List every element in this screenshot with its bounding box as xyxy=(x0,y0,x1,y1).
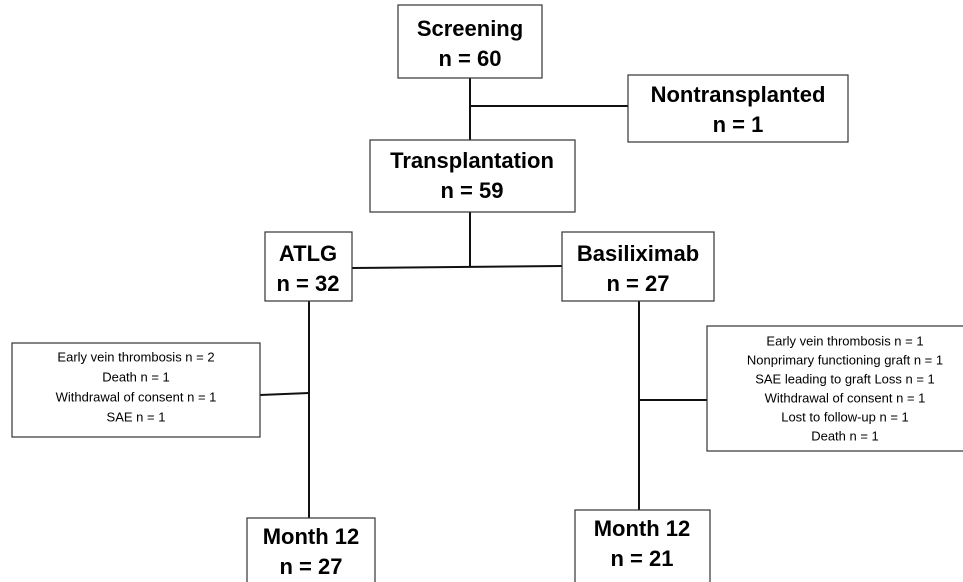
node-text: SAE n = 1 xyxy=(107,409,166,424)
connector xyxy=(351,265,563,269)
node-text: n = 60 xyxy=(439,46,502,71)
box xyxy=(11,342,261,438)
box xyxy=(369,139,576,213)
node-text: Screening xyxy=(417,16,523,41)
node-text: Month 12 xyxy=(594,516,691,541)
node-text: Early vein thrombosis n = 1 xyxy=(766,333,923,348)
node-text: Month 12 xyxy=(263,524,360,549)
node-text: Early vein thrombosis n = 2 xyxy=(57,349,214,364)
node-text: Nontransplanted xyxy=(651,82,826,107)
node-text: ATLG xyxy=(279,241,337,266)
node-text: Basiliximab xyxy=(577,241,699,266)
connectors xyxy=(259,78,707,518)
box xyxy=(264,231,353,302)
node-text: SAE leading to graft Loss n = 1 xyxy=(755,371,935,386)
node-text: n = 21 xyxy=(611,546,674,571)
box xyxy=(561,231,715,302)
node-text: Transplantation xyxy=(390,148,554,173)
box xyxy=(397,4,543,79)
node-text: n = 27 xyxy=(280,554,343,579)
node-text: n = 59 xyxy=(441,178,504,203)
node-text: Death n = 1 xyxy=(811,428,879,443)
box xyxy=(627,74,849,143)
node-text: n = 27 xyxy=(607,271,670,296)
node-text: Withdrawal of consent n = 1 xyxy=(56,389,217,404)
node-text: Nonprimary functioning graft n = 1 xyxy=(747,352,943,367)
box xyxy=(574,509,711,582)
node-text: n = 32 xyxy=(277,271,340,296)
node-text: Withdrawal of consent n = 1 xyxy=(765,390,926,405)
node-text: Death n = 1 xyxy=(102,369,170,384)
node-text: Lost to follow-up n = 1 xyxy=(781,409,909,424)
box xyxy=(706,325,963,452)
node-text: n = 1 xyxy=(713,112,764,137)
connector xyxy=(259,392,310,396)
box xyxy=(246,517,376,582)
